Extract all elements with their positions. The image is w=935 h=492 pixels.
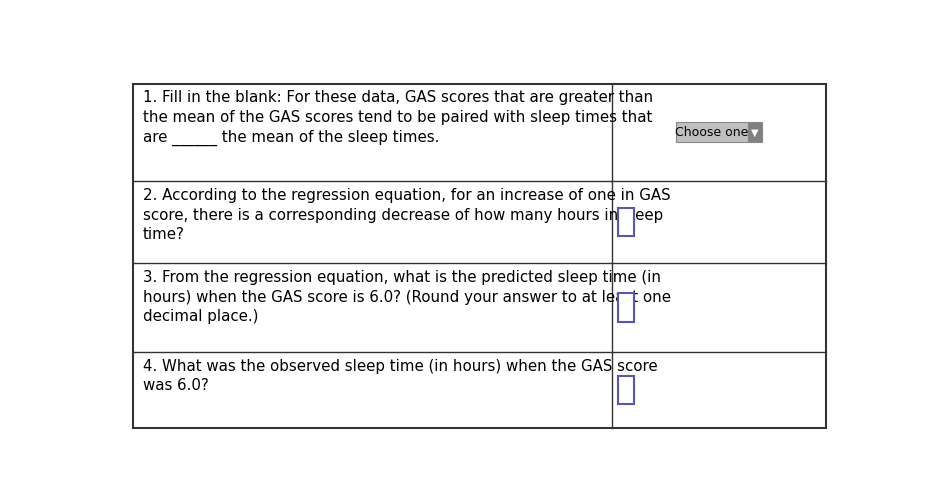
Bar bbox=[618, 208, 634, 236]
Text: ▼: ▼ bbox=[751, 127, 758, 137]
Text: 1. Fill in the blank: For these data, GAS scores that are greater than
the mean : 1. Fill in the blank: For these data, GA… bbox=[143, 91, 653, 146]
Bar bbox=[618, 376, 634, 404]
Text: Choose one: Choose one bbox=[675, 126, 749, 139]
Text: 2. According to the regression equation, for an increase of one in GAS
score, th: 2. According to the regression equation,… bbox=[143, 188, 670, 242]
Text: 3. From the regression equation, what is the predicted sleep time (in
hours) whe: 3. From the regression equation, what is… bbox=[143, 270, 671, 324]
Bar bbox=[747, 123, 762, 142]
Text: 4. What was the observed sleep time (in hours) when the GAS score
was 6.0?: 4. What was the observed sleep time (in … bbox=[143, 359, 657, 394]
Bar bbox=[676, 123, 747, 142]
Bar bbox=[618, 293, 634, 322]
